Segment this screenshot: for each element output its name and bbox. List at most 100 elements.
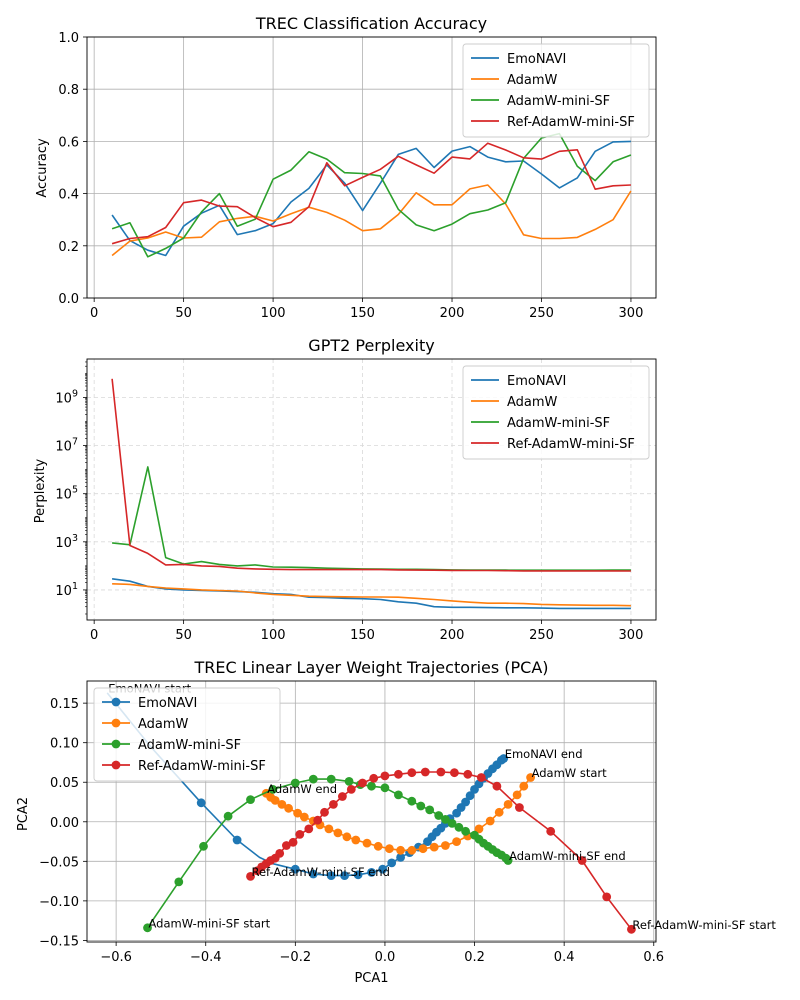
pca-x-tick-label: −0.4 [190,950,222,965]
pca-point-ref-adamw-mini-sf [463,769,473,779]
pca-point-adamw-mini-sf [447,819,457,828]
perplexity-y-tick-label: 103 [55,533,78,551]
perplexity-x-tick-label: 150 [350,628,375,643]
pca-point-ref-adamw-mini-sf [627,924,636,934]
pca-x-tick-label: 0.4 [554,950,575,965]
pca-point-adamw [441,841,450,850]
pca-point-adamw [452,837,461,846]
pca-legend: EmoNAVI AdamW AdamW-mini-SF Ref-AdamW-mini-… [93,687,281,782]
perplexity-plot-frame [86,358,657,621]
pca-point-adamw [299,812,309,822]
accuracy-x-tick-label: 300 [619,306,644,321]
pca-point-emonavi [367,868,376,877]
perplexity-series-line-adamw [112,583,631,607]
pca-ticks: −0.6 −0.4 −0.2 0.0 0.2 0.4 0.6 −0.15 −0.10 −0.05 0… [39,697,664,965]
pca-point-adamw [512,790,522,800]
perplexity-y-tick-exponent: 1 [72,581,78,592]
pca-point-adamw-mini-sf [268,785,278,794]
pca-point-emonavi [353,870,363,880]
perplexity-y-tick-exponent: 5 [72,485,78,496]
pca-point-ref-adamw-mini-sf [282,841,291,850]
pca-point-adamw [342,832,352,842]
pca-y-tick-label: 0.00 [50,816,79,831]
perplexity-legend-label: Ref-AdamW-mini-SF [507,437,635,452]
accuracy-y-tick-label: 0.0 [58,292,79,307]
pca-point-adamw [418,844,428,854]
pca-point-adamw [526,773,535,782]
perplexity-x-tick-label: 250 [529,628,554,643]
pca-point-adamw-mini-sf [308,774,318,784]
pca-point-ref-adamw-mini-sf [492,781,502,791]
pca-point-ref-adamw-mini-sf [407,768,417,778]
pca-point-emonavi [396,853,405,862]
pca-point-adamw [362,838,372,848]
pca-y-axis-label: PCA2 [16,797,31,831]
accuracy-legend-label: Ref-AdamW-mini-SF [507,115,635,130]
pca-legend-marker [111,760,121,770]
pca-point-ref-adamw-mini-sf [394,769,403,779]
pca-point-ref-adamw-mini-sf [476,773,486,782]
pca-legend-label: AdamW-mini-SF [138,738,241,753]
perplexity-legend-label: EmoNAVI [507,374,566,389]
pca-point-adamw [324,824,334,834]
pca-x-axis-label: PCA1 [354,971,388,986]
pca-legend-marker [111,718,121,728]
pca-point-ref-adamw-mini-sf [275,849,285,858]
accuracy-x-tick-label: 50 [175,306,192,321]
pca-point-adamw-mini-sf [461,826,470,836]
pca-point-emonavi [308,869,318,879]
accuracy-plot-frame [86,36,657,299]
accuracy-y-axis-label: Accuracy [35,138,50,198]
pca-point-ref-adamw-mini-sf [329,800,338,809]
pca-chart-title: TREC Linear Layer Weight Trajectories (P… [193,658,548,677]
accuracy-y-tick-label: 0.4 [58,188,79,203]
accuracy-legend-box [462,43,650,138]
pca-point-emonavi [232,835,242,845]
accuracy-panel: 0 50 100 150 200 250 300 0.0 0.2 0.4 0.6 0.8 1.0 TRE… [35,14,657,321]
pca-point-ref-adamw-mini-sf [338,792,347,801]
pca-x-tick-label: −0.6 [100,950,132,965]
pca-y-tick-label: −0.15 [39,934,79,949]
pca-annotation: Ref-AdamW-mini-SF start [632,918,776,932]
pca-y-tick-label: 0.15 [50,697,79,712]
pca-point-adamw [485,816,495,826]
perplexity-y-tick-exponent: 7 [72,437,78,448]
pca-legend-label: AdamW [138,717,189,732]
pca-point-ref-adamw-mini-sf [246,872,255,881]
pca-point-ref-adamw-mini-sf [295,830,305,839]
pca-point-adamw-mini-sf [394,790,403,800]
accuracy-x-tick-label: 0 [90,306,98,321]
accuracy-y-tick-label: 0.2 [58,240,79,255]
perplexity-y-tick-base: 10 [55,584,72,599]
pca-legend-marker [111,739,121,749]
accuracy-series-line-ref-adamw-mini-sf [111,142,631,245]
pca-point-ref-adamw-mini-sf [380,771,390,781]
accuracy-legend-label: EmoNAVI [507,52,566,67]
pca-point-adamw-mini-sf [174,877,184,887]
pca-point-adamw-mini-sf [416,801,426,811]
accuracy-legend-label: AdamW-mini-SF [507,94,610,109]
pca-point-emonavi [387,858,397,868]
perplexity-y-tick-label: 109 [55,388,78,406]
pca-grid [87,681,656,942]
pca-point-adamw [503,800,513,809]
pca-point-ref-adamw-mini-sf [288,837,298,847]
perplexity-y-tick-base: 10 [55,440,72,455]
pca-x-tick-label: 0.2 [464,950,485,965]
pca-x-tick-label: −0.2 [280,950,312,965]
pca-point-ref-adamw-mini-sf [304,824,314,834]
pca-point-ref-adamw-mini-sf [313,815,323,825]
pca-y-tick-label: −0.10 [39,895,79,910]
pca-point-ref-adamw-mini-sf [602,892,612,902]
perplexity-y-tick-exponent: 9 [72,388,78,399]
pca-point-adamw [351,835,361,845]
pca-point-adamw [277,800,287,809]
pca-point-adamw-mini-sf [223,811,233,821]
pca-point-ref-adamw-mini-sf [436,767,446,777]
pca-point-emonavi [340,871,349,880]
pca-point-emonavi [196,798,206,808]
accuracy-chart-title: TREC Classification Accuracy [255,14,487,33]
pca-point-adamw [333,828,343,838]
